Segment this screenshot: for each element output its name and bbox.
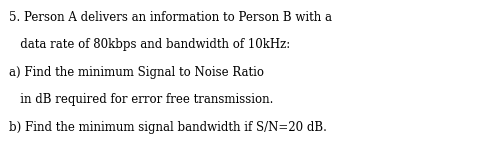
- Text: in dB required for error free transmission.: in dB required for error free transmissi…: [9, 93, 273, 106]
- Text: data rate of 80kbps and bandwidth of 10kHz:: data rate of 80kbps and bandwidth of 10k…: [9, 38, 290, 51]
- Text: 5. Person A delivers an information to Person B with a: 5. Person A delivers an information to P…: [9, 11, 332, 24]
- Text: a) Find the minimum Signal to Noise Ratio: a) Find the minimum Signal to Noise Rati…: [9, 66, 264, 79]
- Text: b) Find the minimum signal bandwidth if S/N=20 dB.: b) Find the minimum signal bandwidth if …: [9, 121, 327, 134]
